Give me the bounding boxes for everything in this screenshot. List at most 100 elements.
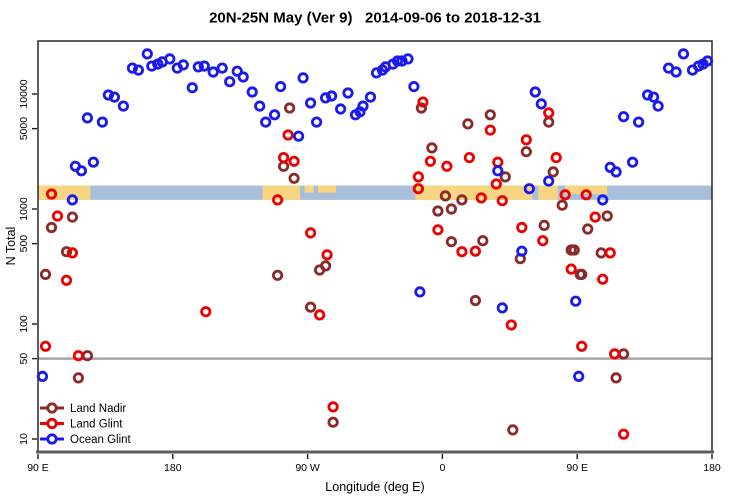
data-point-land-glint (456, 246, 468, 258)
data-point-land-nadir (327, 416, 339, 428)
data-point-ocean-glint (231, 65, 243, 77)
data-point-ocean-glint (177, 59, 189, 71)
data-point-land-glint (321, 249, 333, 261)
data-point-land-nadir (469, 294, 481, 307)
data-point-ocean-glint (364, 91, 377, 103)
data-point-ocean-glint (492, 165, 504, 177)
data-point-ocean-glint (677, 48, 690, 60)
data-point-ocean-glint (652, 100, 664, 112)
data-point-land-nadir (538, 219, 550, 231)
data-point-ocean-glint (164, 53, 176, 65)
data-point-ocean-glint (146, 60, 158, 72)
data-point-ocean-glint (535, 98, 547, 110)
data-point-ocean-glint (342, 87, 354, 99)
legend-label: Land Glint (70, 419, 123, 431)
map-strip-land (304, 185, 314, 193)
x-axis-title: Longitude (deg E) (325, 480, 425, 494)
data-point-ocean-glint (325, 90, 338, 102)
map-strip-land (538, 185, 558, 200)
data-point-land-nadir (520, 146, 532, 158)
data-point-ocean-glint (573, 370, 585, 382)
data-point-land-nadir (432, 205, 444, 217)
data-point-land-glint (304, 227, 317, 239)
data-point-land-glint (72, 350, 85, 362)
data-point-ocean-glint (216, 62, 228, 74)
data-point-land-nadir (484, 109, 496, 121)
data-point-land-glint (200, 306, 212, 318)
data-point-ocean-glint (126, 62, 138, 74)
data-point-land-glint (313, 309, 326, 321)
map-strip-land (318, 185, 337, 193)
data-point-land-nadir (277, 160, 290, 172)
data-point-land-glint (45, 188, 58, 200)
y-tick-label: 500 (18, 235, 30, 253)
data-point-ocean-glint (224, 76, 236, 88)
data-point-ocean-glint (610, 166, 622, 178)
data-point-ocean-glint (516, 245, 528, 257)
data-point-land-glint (271, 194, 284, 206)
data-point-land-glint (608, 348, 621, 360)
data-point-land-glint (580, 189, 592, 201)
data-point-ocean-glint (297, 72, 309, 84)
data-point-land-glint (516, 221, 528, 234)
y-tick-label: 100 (18, 315, 30, 333)
data-point-ocean-glint (132, 64, 144, 76)
data-point-land-nadir (45, 221, 58, 234)
data-point-ocean-glint (496, 302, 508, 314)
data-point-ocean-glint (260, 116, 272, 128)
data-point-ocean-glint (701, 55, 714, 67)
data-point-land-nadir (601, 210, 613, 222)
data-point-land-glint (559, 189, 571, 201)
data-point-land-glint (412, 171, 424, 183)
data-point-ocean-glint (523, 183, 535, 195)
data-point-land-glint (51, 210, 64, 222)
data-point-ocean-glint (198, 60, 210, 72)
x-tick-label: 180 (164, 462, 182, 474)
data-point-ocean-glint (102, 89, 115, 101)
data-point-land-glint (475, 192, 487, 204)
data-point-land-nadir (81, 350, 94, 362)
data-point-ocean-glint (597, 194, 609, 206)
data-point-ocean-glint (626, 156, 639, 168)
data-point-ocean-glint (292, 130, 305, 142)
data-point-land-nadir (445, 236, 457, 248)
data-point-ocean-glint (334, 103, 347, 115)
data-point-land-nadir (426, 142, 438, 154)
x-tick-label: 180 (703, 462, 721, 474)
data-point-land-nadir (39, 268, 52, 280)
data-point-ocean-glint (357, 100, 369, 112)
x-tick-label: 0 (439, 462, 445, 474)
data-point-land-nadir (582, 223, 594, 235)
data-point-land-glint (604, 247, 616, 259)
data-point-ocean-glint (268, 109, 281, 121)
data-point-ocean-glint (617, 111, 630, 123)
data-point-land-nadir (543, 116, 555, 128)
data-point-ocean-glint (402, 53, 414, 65)
data-point-land-glint (617, 428, 630, 440)
data-point-ocean-glint (87, 156, 100, 168)
data-point-land-nadir (556, 199, 568, 211)
x-tick-label: 90 E (566, 462, 588, 474)
data-point-land-nadir (72, 372, 85, 384)
data-point-ocean-glint (207, 66, 219, 78)
data-point-ocean-glint (396, 55, 408, 67)
data-point-land-glint (39, 340, 52, 352)
data-point-land-glint (550, 152, 562, 164)
data-point-land-nadir (60, 246, 73, 258)
data-point-land-glint (537, 235, 549, 247)
data-point-land-glint (60, 274, 73, 286)
y-tick-label: 5000 (18, 117, 30, 141)
data-point-ocean-glint (310, 116, 323, 128)
data-point-ocean-glint (117, 100, 130, 112)
data-point-land-glint (543, 107, 555, 119)
map-strip-ocean (38, 185, 712, 200)
map-strip-land (262, 185, 301, 200)
legend-marker (46, 417, 58, 430)
data-point-land-glint (520, 134, 532, 146)
data-point-ocean-glint (414, 286, 426, 298)
data-point-land-glint (424, 155, 436, 167)
x-tick-label: 90 W (295, 462, 320, 474)
data-point-land-glint (490, 178, 502, 190)
data-point-land-nadir (283, 102, 296, 114)
